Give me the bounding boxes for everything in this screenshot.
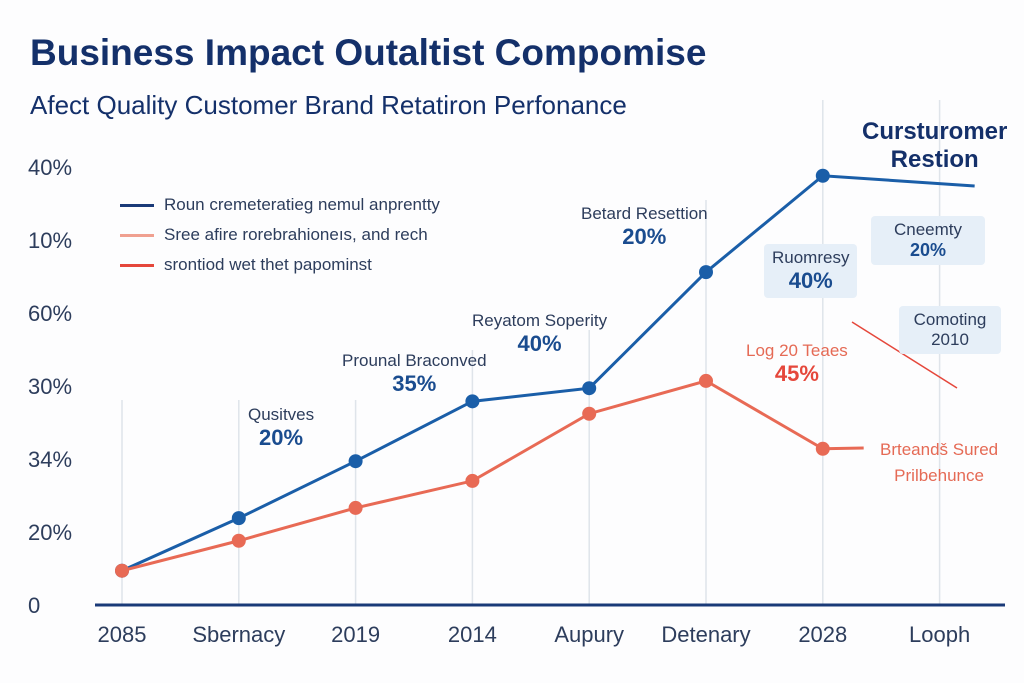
annotation-label: Cursturomer [862,118,1008,145]
data-point [582,406,597,421]
annotation: Log 20 Teaes 45% [746,341,848,387]
annotation-label: Cneemty [893,220,963,239]
annotation-label: Qusitves [248,405,315,424]
legend-swatch [120,233,154,237]
x-tick-label: Sbernacy [192,622,285,647]
data-point [465,394,480,409]
annotation-value: 45% [774,361,819,386]
annotation-label: Restion [890,146,979,173]
x-tick-label: 2085 [98,622,147,647]
y-tick-label: 60% [28,301,72,326]
x-tick-label: Aupury [554,622,624,647]
data-point [231,511,246,526]
chart-title: Business Impact Outaltist Compomise [30,32,707,73]
annotation: Reyatom Soperity 40% [472,311,607,357]
annotation: Qusitves 20% [248,405,314,451]
data-point [582,381,597,396]
annotation-box: Comoting 2010 [899,306,1001,354]
y-tick-label: 30% [28,374,72,399]
annotation-value: 35% [392,371,437,396]
x-tick-label: 2019 [331,622,380,647]
data-point [699,265,713,280]
annotation-value: 2010 [931,330,969,349]
x-tick-label: 2014 [448,622,497,647]
annotation-label: Prounal Braconved [342,351,487,370]
chart-subtitle: Afect Quality Customer Brand Retatiron P… [30,90,627,120]
legend: Roun cremeteratieg nemul anprentty Sree … [120,190,440,280]
legend-label: Sree afire rorebrahioneıs, and rech [164,225,428,244]
annotation-box: Ruomresy 40% [764,244,858,298]
series-line [121,379,864,573]
y-tick-label: 0 [28,593,40,618]
y-tick-label: 20% [28,520,72,545]
data-point [465,473,480,488]
annotation-value: 40% [788,268,833,293]
annotation-label: Betard Resettion [581,204,708,223]
annotation: Prounal Braconved 35% [342,351,487,397]
annotation-value: 20% [622,224,667,249]
annotation-label: Log 20 Teaes [746,341,848,360]
legend-label: srontiod wet thet papominst [164,255,372,274]
annotation-label: Ruomresy [772,248,850,267]
y-tick-label: 10% [28,228,72,253]
annotation-value: 20% [909,240,947,260]
data-point [815,168,830,183]
y-tick-label: 40% [28,155,72,180]
annotation-value: 40% [517,331,562,356]
data-point [115,563,129,578]
x-tick-label: Detenary [661,622,750,647]
data-point [231,533,246,548]
data-point [348,454,363,469]
data-point [815,441,830,456]
annotation-arrow [851,321,958,389]
data-point [348,500,363,515]
data-point [699,373,713,388]
legend-item: Sree afire rorebrahioneıs, and rech [120,220,440,250]
x-tick-label: Looph [909,622,970,647]
legend-label: Roun cremeteratieg nemul anprentty [164,195,440,214]
legend-swatch [120,203,154,207]
annotation-box: Cneemty 20% [871,216,985,265]
annotation-label: Prilbehunce [894,466,984,485]
legend-item: srontiod wet thet papominst [120,250,440,280]
annotation-value: 20% [259,425,304,450]
x-tick-label: 2028 [798,622,847,647]
legend-swatch [120,263,154,267]
annotation-label: Brteandš Sured [880,440,999,459]
series-end-label: Cursturomer Restion [862,118,1007,174]
y-tick-label: 34% [28,447,72,472]
annotation: Brteandš Sured Prilbehunce [880,437,998,489]
annotation: Betard Resettion 20% [581,204,708,250]
annotation-label: Comoting [913,310,987,329]
legend-item: Roun cremeteratieg nemul anprentty [120,190,440,220]
series-line [121,174,975,573]
annotation-label: Reyatom Soperity [472,311,608,330]
